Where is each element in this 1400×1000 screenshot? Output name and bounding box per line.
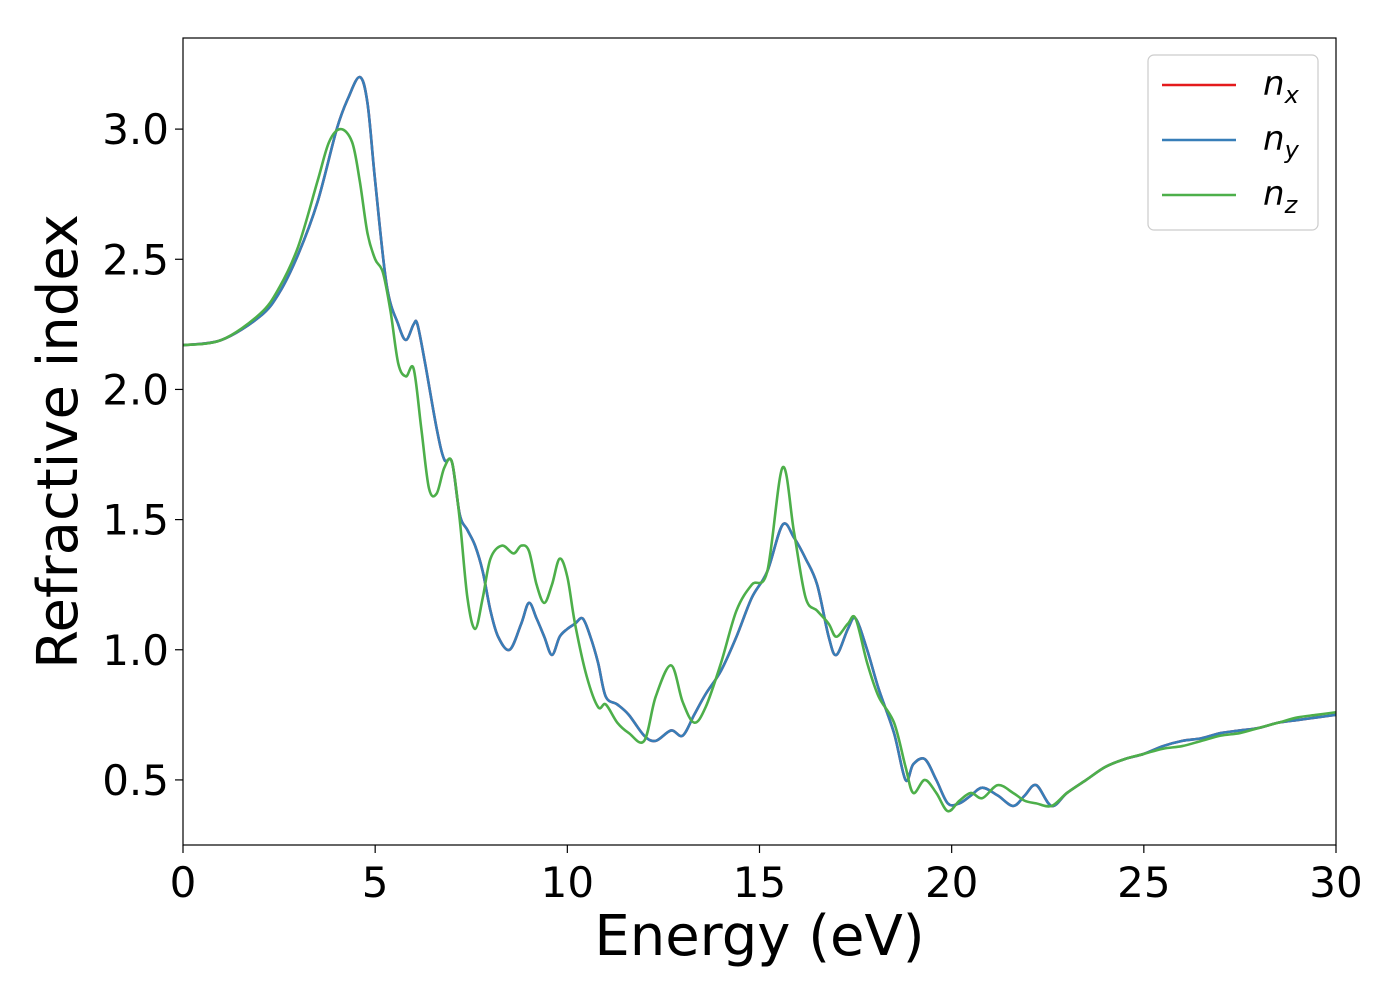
y-tick-label: 3.0 xyxy=(102,105,169,154)
x-axis-ticks: 0 5 10 15 20 25 30 xyxy=(170,845,1363,907)
y-tick-label: 1.5 xyxy=(102,496,169,545)
x-tick-label: 5 xyxy=(362,858,389,907)
x-tick-label: 0 xyxy=(170,858,197,907)
x-tick-label: 15 xyxy=(733,858,786,907)
y-tick-label: 0.5 xyxy=(102,756,169,805)
x-tick-label: 10 xyxy=(541,858,594,907)
series-line-nz xyxy=(183,127,1336,813)
x-axis-label: Energy (eV) xyxy=(594,904,924,969)
legend-box xyxy=(1147,54,1319,231)
x-tick-label: 30 xyxy=(1309,858,1362,907)
x-tick-label: 25 xyxy=(1117,858,1170,907)
y-axis-ticks: 0.5 1.0 1.5 2.0 2.5 3.0 xyxy=(102,105,183,805)
y-axis-label: Refractive index xyxy=(26,214,91,669)
x-tick-label: 20 xyxy=(925,858,978,907)
series-group xyxy=(183,75,1336,813)
y-tick-label: 2.5 xyxy=(102,235,169,284)
y-tick-label: 1.0 xyxy=(102,626,169,675)
y-tick-label: 2.0 xyxy=(102,365,169,414)
